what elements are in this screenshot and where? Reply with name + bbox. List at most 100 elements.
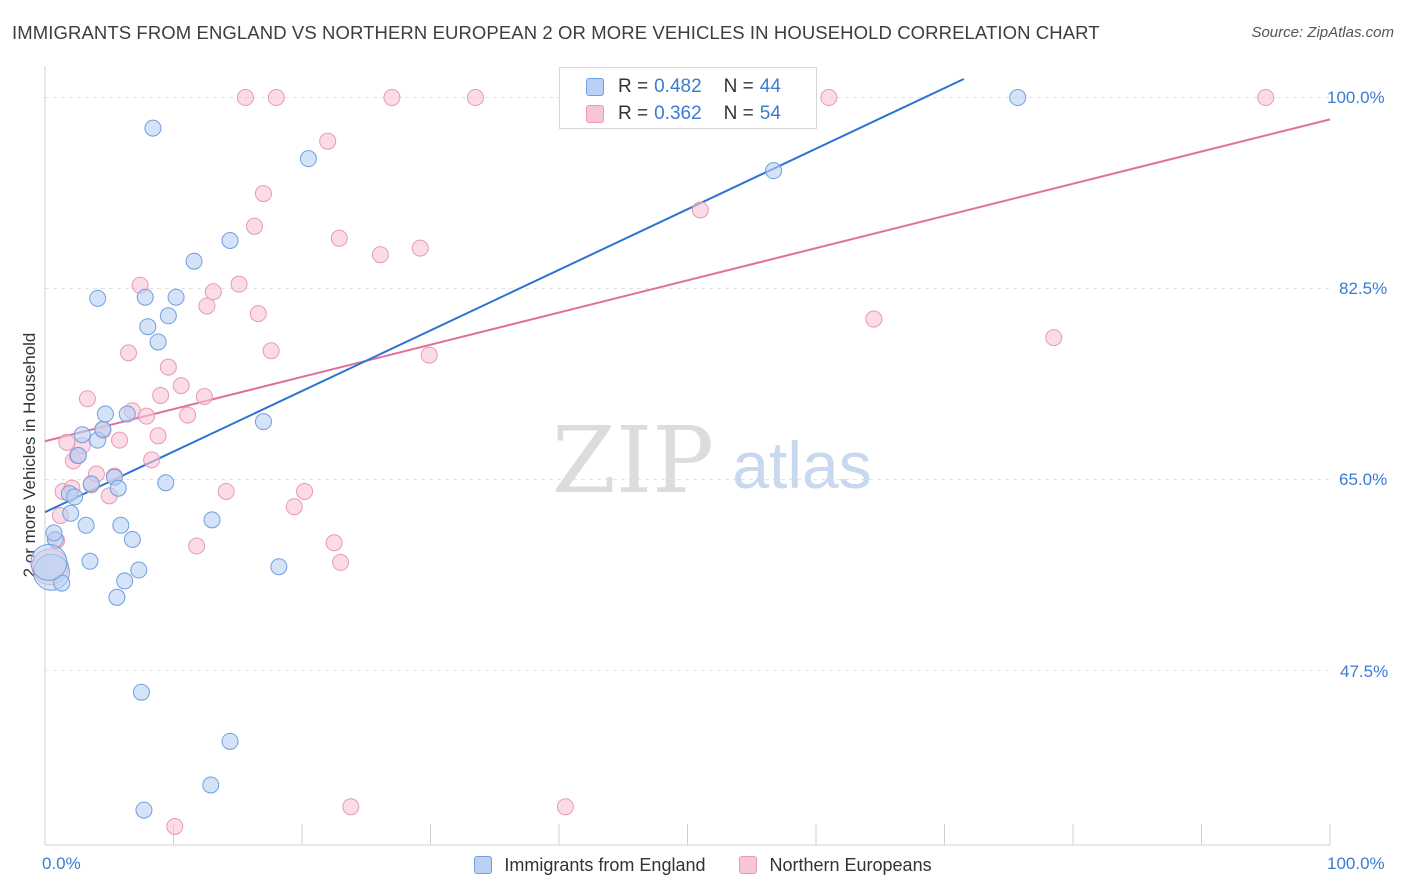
data-point-northern-europeans bbox=[152, 386, 170, 404]
trendlines bbox=[44, 78, 1331, 514]
data-point-england bbox=[1009, 89, 1027, 107]
data-point-northern-europeans bbox=[556, 798, 574, 816]
data-point-england bbox=[144, 119, 162, 137]
legend-swatch-blue bbox=[474, 856, 493, 874]
legend-swatch-blue bbox=[586, 78, 604, 96]
data-point-northern-europeans bbox=[249, 305, 267, 323]
data-point-england bbox=[62, 504, 80, 522]
data-point-england bbox=[82, 475, 100, 493]
data-point-england bbox=[136, 288, 154, 306]
data-point-northern-europeans bbox=[245, 217, 263, 235]
data-point-england bbox=[112, 516, 130, 534]
legend-label-northern-europeans: Northern Europeans bbox=[769, 854, 932, 875]
data-point-northern-europeans bbox=[166, 817, 184, 835]
data-point-northern-europeans bbox=[58, 433, 76, 451]
watermark-atlas: atlas bbox=[732, 428, 871, 502]
data-point-northern-europeans bbox=[195, 388, 213, 406]
data-point-england bbox=[139, 318, 157, 336]
data-point-northern-europeans bbox=[198, 297, 216, 315]
data-point-northern-europeans bbox=[285, 498, 303, 516]
source-credit: Source: ZipAtlas.com bbox=[1251, 24, 1394, 41]
data-point-england bbox=[149, 333, 167, 351]
data-point-england bbox=[118, 405, 136, 423]
data-point-england bbox=[167, 288, 185, 306]
data-point-england bbox=[221, 231, 239, 249]
trendline-northern-europeans bbox=[44, 118, 1331, 443]
legend-n-value: 44 bbox=[759, 76, 781, 97]
data-point-england bbox=[30, 543, 68, 581]
data-point-england bbox=[81, 552, 99, 570]
data-point-northern-europeans bbox=[691, 201, 709, 219]
data-point-northern-europeans bbox=[330, 229, 348, 247]
data-point-northern-europeans bbox=[149, 427, 167, 445]
data-point-england bbox=[202, 776, 220, 794]
legend-n-value: 54 bbox=[759, 103, 781, 124]
data-point-northern-europeans bbox=[383, 89, 401, 107]
data-point-england bbox=[299, 150, 317, 168]
data-point-northern-europeans bbox=[204, 283, 222, 301]
y-tick-label: 82.5% bbox=[1339, 279, 1388, 298]
chart-title: IMMIGRANTS FROM ENGLAND VS NORTHERN EURO… bbox=[12, 22, 1100, 43]
data-point-northern-europeans bbox=[1045, 329, 1063, 347]
data-point-northern-europeans bbox=[319, 132, 337, 150]
data-point-england bbox=[109, 479, 127, 497]
data-point-england bbox=[108, 588, 126, 606]
data-point-northern-europeans bbox=[865, 310, 883, 328]
data-point-northern-europeans bbox=[172, 377, 190, 395]
data-point-northern-europeans bbox=[342, 798, 360, 816]
axes bbox=[44, 66, 1331, 846]
data-point-england bbox=[77, 516, 95, 534]
legend-n-label: N = bbox=[723, 76, 754, 97]
legend-row-northern-europeans: R = 0.362 N = 54 bbox=[586, 102, 781, 126]
x-tick-label-max: 100.0% bbox=[1327, 854, 1385, 873]
data-point-england bbox=[89, 289, 107, 307]
y-tick-label: 47.5% bbox=[1340, 662, 1389, 681]
data-point-northern-europeans bbox=[267, 89, 285, 107]
data-point-england bbox=[185, 252, 203, 270]
correlation-legend: R = 0.482 N = 44 R = 0.362 N = 54 bbox=[559, 67, 817, 129]
data-point-england bbox=[73, 426, 91, 444]
watermark-zip: ZIP bbox=[552, 407, 714, 514]
data-point-england bbox=[159, 307, 177, 325]
y-tick-label: 100.0% bbox=[1327, 88, 1385, 107]
data-point-northern-europeans bbox=[262, 342, 280, 360]
legend-label-england: Immigrants from England bbox=[504, 854, 706, 875]
data-point-northern-europeans bbox=[138, 407, 156, 425]
data-point-england bbox=[135, 801, 153, 819]
legend-item-northern-europeans: Northern Europeans bbox=[739, 854, 932, 876]
data-point-northern-europeans bbox=[411, 239, 429, 257]
data-point-northern-europeans bbox=[159, 358, 177, 376]
legend-swatch-pink bbox=[739, 856, 758, 874]
data-point-england bbox=[123, 530, 141, 548]
data-point-northern-europeans bbox=[420, 346, 438, 364]
legend-r-label: R = bbox=[618, 103, 649, 124]
y-tick-label: 65.0% bbox=[1339, 470, 1388, 489]
data-point-england bbox=[221, 732, 239, 750]
data-point-northern-europeans bbox=[820, 89, 838, 107]
legend-item-england: Immigrants from England bbox=[474, 855, 705, 876]
legend-row-england: R = 0.482 N = 44 bbox=[586, 75, 781, 99]
data-point-england bbox=[45, 524, 63, 542]
data-point-england bbox=[66, 488, 84, 506]
legend-n-label: N = bbox=[723, 103, 754, 124]
data-point-northern-europeans bbox=[143, 451, 161, 469]
data-point-northern-europeans bbox=[230, 275, 248, 293]
data-point-england bbox=[94, 420, 112, 438]
data-point-northern-europeans bbox=[188, 537, 206, 555]
data-point-england bbox=[96, 405, 114, 423]
data-point-northern-europeans bbox=[120, 344, 138, 362]
x-tick-label-min: 0.0% bbox=[42, 854, 81, 873]
data-point-northern-europeans bbox=[1257, 89, 1275, 107]
data-point-england bbox=[203, 511, 221, 529]
legend-swatch-pink bbox=[586, 105, 604, 123]
data-point-england bbox=[130, 561, 148, 579]
series-legend: Immigrants from England Northern Europea… bbox=[0, 852, 1406, 878]
data-point-northern-europeans bbox=[466, 89, 484, 107]
data-point-england bbox=[254, 413, 272, 431]
data-point-northern-europeans bbox=[296, 482, 314, 500]
data-point-england bbox=[116, 572, 134, 590]
data-point-england bbox=[132, 683, 150, 701]
data-point-england bbox=[765, 162, 783, 180]
data-point-england bbox=[157, 474, 175, 492]
legend-r-label: R = bbox=[618, 76, 649, 97]
